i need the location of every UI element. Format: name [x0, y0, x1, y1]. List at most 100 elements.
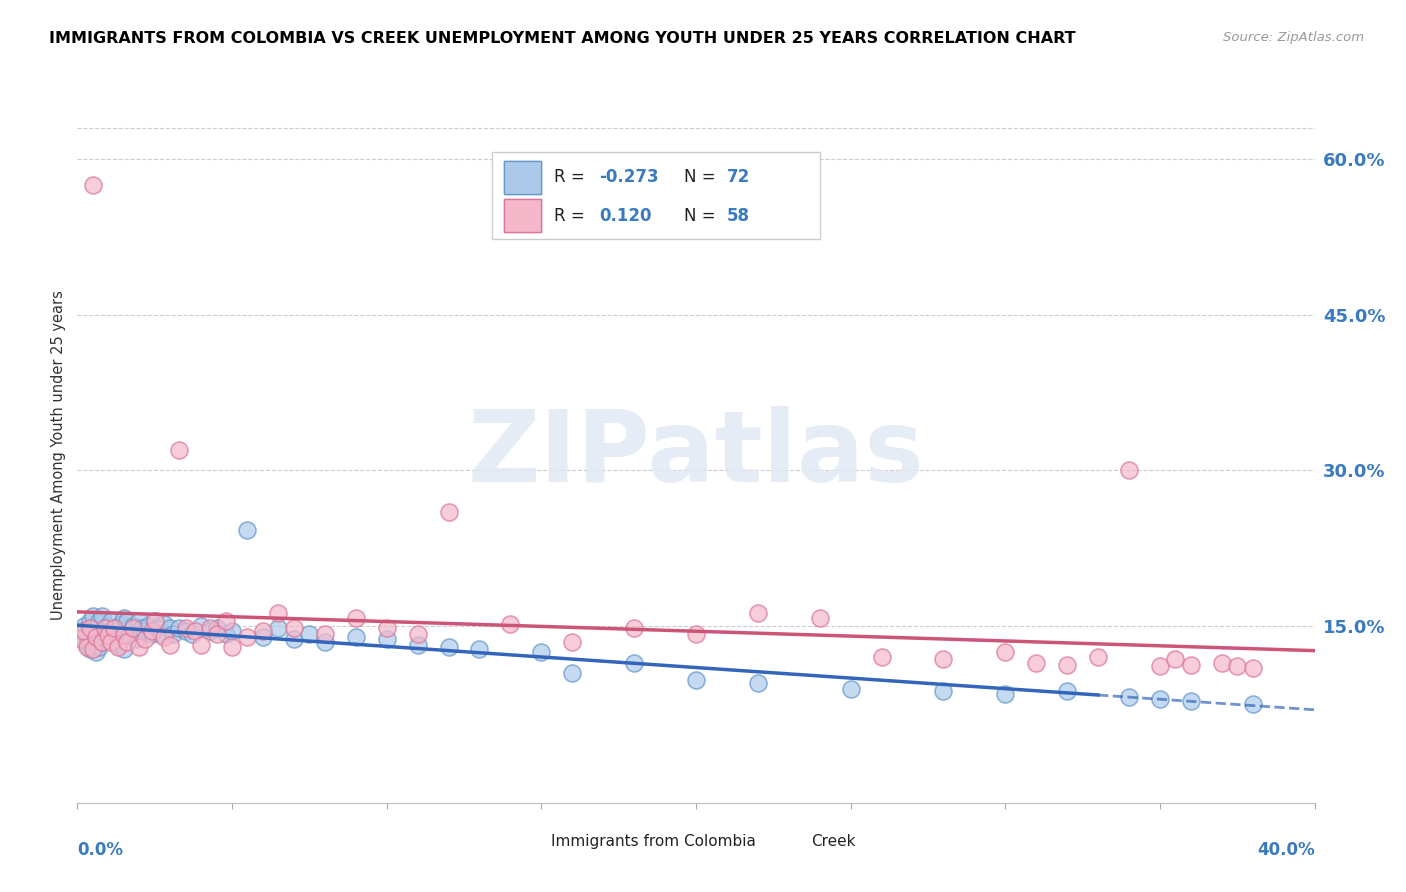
Point	[87, 640, 110, 654]
Point	[118, 626, 141, 640]
Point	[1241, 661, 1264, 675]
Point	[236, 630, 259, 644]
FancyBboxPatch shape	[505, 827, 541, 855]
Point	[1118, 690, 1140, 704]
FancyBboxPatch shape	[505, 161, 541, 194]
Point	[94, 621, 117, 635]
Point	[107, 640, 129, 654]
Point	[146, 621, 169, 635]
Point	[141, 626, 163, 640]
Point	[115, 614, 138, 628]
Point	[1164, 652, 1187, 666]
Point	[134, 632, 156, 646]
Point	[97, 627, 120, 641]
FancyBboxPatch shape	[505, 199, 541, 232]
FancyBboxPatch shape	[492, 153, 820, 239]
Point	[79, 614, 101, 628]
Point	[122, 621, 145, 635]
Point	[932, 652, 955, 666]
Point	[134, 624, 156, 639]
Point	[437, 505, 460, 519]
Point	[221, 640, 243, 654]
Point	[76, 640, 98, 654]
Point	[994, 687, 1017, 701]
Point	[97, 632, 120, 646]
Point	[839, 681, 862, 696]
Text: Creek: Creek	[811, 833, 855, 848]
Text: 40.0%: 40.0%	[1257, 841, 1315, 859]
Point	[103, 624, 125, 639]
Text: R =: R =	[554, 207, 589, 225]
Point	[205, 621, 228, 635]
Point	[184, 624, 207, 639]
Point	[1149, 658, 1171, 673]
Point	[685, 626, 707, 640]
Point	[131, 621, 153, 635]
Point	[79, 621, 101, 635]
Point	[112, 611, 135, 625]
Point	[1087, 650, 1109, 665]
Point	[82, 642, 104, 657]
Point	[84, 621, 107, 635]
Point	[267, 621, 290, 635]
Point	[76, 627, 98, 641]
Point	[72, 632, 94, 646]
Point	[149, 626, 172, 640]
Text: Immigrants from Colombia: Immigrants from Colombia	[551, 833, 756, 848]
Text: IMMIGRANTS FROM COLOMBIA VS CREEK UNEMPLOYMENT AMONG YOUTH UNDER 25 YEARS CORREL: IMMIGRANTS FROM COLOMBIA VS CREEK UNEMPL…	[49, 31, 1076, 46]
Point	[747, 676, 769, 690]
Point	[112, 642, 135, 657]
Point	[97, 619, 120, 633]
Point	[72, 624, 94, 639]
Point	[76, 638, 98, 652]
Point	[69, 632, 91, 646]
Point	[561, 665, 583, 680]
Point	[153, 617, 176, 632]
Point	[530, 645, 553, 659]
Point	[200, 621, 222, 635]
Text: ZIPatlas: ZIPatlas	[468, 407, 924, 503]
Point	[283, 621, 305, 635]
Point	[375, 621, 398, 635]
Text: 0.0%: 0.0%	[77, 841, 124, 859]
Point	[375, 632, 398, 646]
Point	[215, 626, 238, 640]
Point	[685, 673, 707, 688]
Point	[82, 635, 104, 649]
Point	[84, 645, 107, 659]
Point	[252, 630, 274, 644]
Point	[190, 638, 212, 652]
Point	[1241, 697, 1264, 711]
Point	[128, 614, 150, 628]
Point	[344, 611, 367, 625]
Point	[174, 621, 197, 635]
Text: 72: 72	[727, 168, 751, 186]
Point	[200, 624, 222, 639]
Point	[174, 624, 197, 639]
Point	[82, 608, 104, 623]
Point	[406, 638, 429, 652]
Point	[180, 626, 202, 640]
Point	[100, 614, 122, 628]
Point	[69, 624, 91, 639]
Text: N =: N =	[683, 207, 720, 225]
Point	[623, 656, 645, 670]
Point	[1056, 683, 1078, 698]
Point	[252, 624, 274, 639]
Point	[84, 630, 107, 644]
Point	[1180, 694, 1202, 708]
Point	[314, 635, 336, 649]
Point	[169, 442, 191, 457]
Text: 58: 58	[727, 207, 749, 225]
Point	[125, 632, 148, 646]
Point	[221, 624, 243, 639]
Point	[91, 635, 114, 649]
Point	[87, 614, 110, 628]
Point	[162, 626, 184, 640]
Point	[283, 632, 305, 646]
Point	[112, 627, 135, 641]
Point	[314, 626, 336, 640]
Point	[1211, 656, 1233, 670]
Point	[82, 178, 104, 192]
Point	[169, 621, 191, 635]
